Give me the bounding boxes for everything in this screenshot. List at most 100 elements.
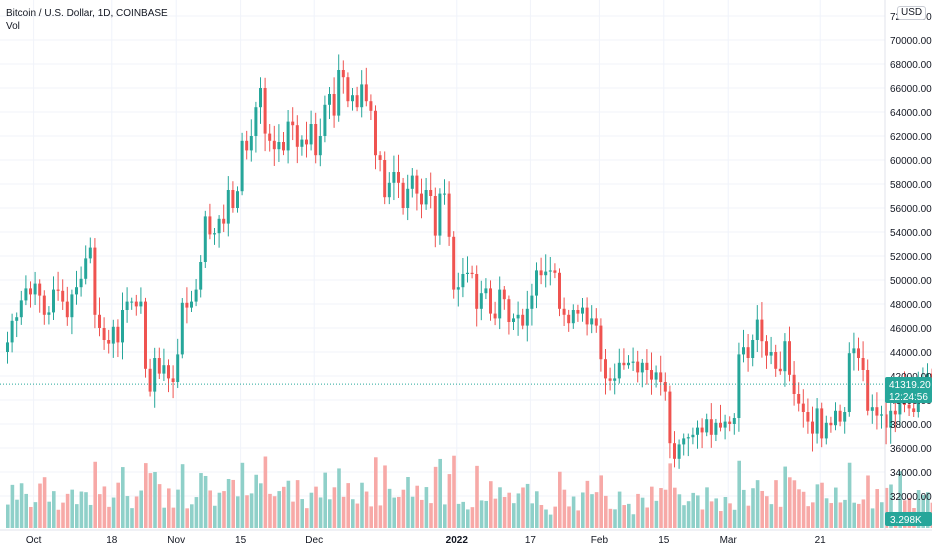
candle-body (268, 133, 272, 141)
volume-bar (433, 466, 438, 528)
candle-body (328, 94, 331, 105)
volume-bar (15, 499, 19, 528)
candle-body (604, 359, 607, 379)
volume-bar (217, 492, 222, 528)
candle-body (144, 301, 147, 369)
volume-bar (447, 474, 452, 528)
candle-body (79, 278, 83, 288)
candle-body (829, 422, 833, 426)
candle-body (475, 274, 479, 309)
volume-bar (783, 466, 787, 528)
volume-bar (861, 499, 866, 528)
volume-bar (249, 493, 254, 528)
volume-bar (185, 508, 189, 528)
volume-bar (295, 480, 300, 528)
candle-body (167, 365, 170, 379)
candle-body (870, 407, 874, 411)
candle-body (576, 310, 580, 314)
candle-body (585, 307, 589, 325)
price-tick-label: 66000.00 (890, 84, 932, 95)
candle-body (272, 140, 276, 150)
candle-body (295, 125, 299, 147)
candle-body (47, 312, 51, 315)
candle-body (245, 140, 249, 151)
candle-body (507, 299, 511, 322)
volume-bar (277, 491, 281, 528)
candle-body (493, 313, 497, 319)
volume-bar (857, 503, 861, 528)
volume-bar (921, 495, 925, 528)
volume-bar (10, 484, 15, 528)
candle-body (682, 438, 686, 445)
volume-bar (144, 463, 148, 528)
candle-body (558, 272, 561, 309)
volume-bar (544, 509, 548, 528)
volume-bar (231, 479, 235, 528)
volume-bar (263, 456, 268, 528)
volume-bar (838, 502, 843, 528)
volume-bar (512, 503, 516, 528)
price-tick-label: 60000.00 (890, 156, 932, 167)
candle-body (29, 288, 32, 295)
candle-body (42, 295, 46, 315)
candle-body (700, 427, 704, 433)
volume-bar (751, 488, 755, 528)
volume-bar (650, 486, 654, 528)
candle-body (52, 289, 55, 313)
volume-bar (815, 484, 820, 528)
candle-body (760, 319, 764, 342)
candle-body (447, 193, 451, 237)
volume-bar (203, 475, 208, 528)
currency-toggle[interactable]: USD (897, 6, 927, 20)
candle-body (314, 124, 318, 156)
volume-bar (190, 504, 194, 528)
candle-body (443, 193, 446, 195)
volume-bar (723, 497, 728, 528)
volume-bar (719, 511, 723, 528)
volume-bar (696, 495, 700, 528)
volume-bar (581, 492, 585, 528)
volume-bar (654, 500, 659, 528)
candle-body (148, 368, 152, 392)
volume-bar (884, 487, 889, 528)
candle-body (397, 172, 400, 183)
candle-body (341, 70, 345, 78)
volume-bar (668, 463, 672, 528)
candle-body (6, 342, 9, 352)
candle-body (369, 101, 373, 111)
volume-bar (318, 497, 323, 528)
candle-body (581, 307, 584, 314)
candle-body (815, 408, 819, 434)
candle-body (728, 421, 732, 424)
candle-body (783, 341, 787, 372)
candle-body (525, 308, 529, 326)
candle-body (415, 175, 419, 194)
volume-bar (843, 499, 847, 528)
candle-body (792, 374, 796, 394)
candle-body (56, 289, 60, 291)
volume-bar (369, 506, 373, 528)
candle-body (852, 348, 856, 354)
volume-bar (788, 477, 792, 528)
candle-body (659, 372, 663, 382)
candle-body (180, 302, 184, 355)
candle-body (645, 362, 649, 370)
candle-body (535, 270, 538, 296)
volume-bar (286, 480, 291, 528)
candle-body (222, 218, 226, 224)
volume-bar (222, 491, 226, 528)
last-price-badge: 41319.20 12:24:56 (885, 377, 932, 403)
volume-bar (576, 510, 580, 528)
volume-bar (709, 501, 714, 528)
volume-bar (392, 497, 396, 528)
candle-body (429, 190, 433, 196)
volume-bar (535, 491, 539, 528)
volume-bar (686, 501, 691, 528)
candle-body (433, 196, 437, 236)
candle-body (889, 410, 893, 428)
volume-bar (29, 506, 33, 528)
volume-bar (272, 496, 277, 528)
volume-bar (778, 506, 783, 528)
candle-body (452, 236, 456, 290)
